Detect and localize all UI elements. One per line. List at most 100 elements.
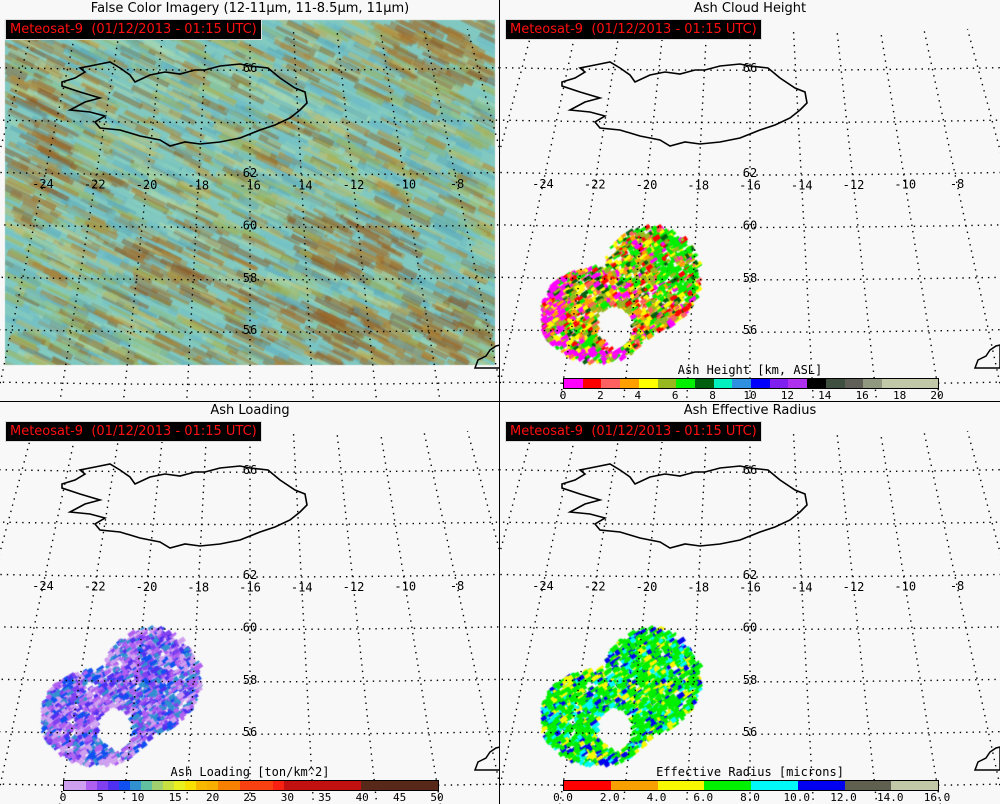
colorbar-segment (405, 781, 416, 790)
colorbar-segment (427, 781, 438, 790)
colorbar-segment (751, 379, 770, 388)
latitude-label: 66 (743, 463, 757, 477)
longitude-label: -14 (291, 580, 313, 594)
colorbar-tick-label: 6 (671, 389, 679, 402)
colorbar-label: Ash Height [km, ASL] (677, 363, 823, 377)
colorbar-segment (163, 781, 174, 790)
longitude-line (122, 30, 164, 402)
longitude-line (500, 29, 577, 388)
colorbar-tick-label: 12.0 (830, 791, 857, 804)
colorbar-segment (130, 781, 141, 790)
colorbar-tick-label: 8 (709, 389, 716, 402)
iceland-coastline (561, 463, 808, 549)
longitude-line (336, 432, 378, 804)
colorbar-segment (394, 781, 405, 790)
graticule-lines (0, 28, 500, 402)
colorbar-segment (620, 379, 639, 388)
colorbar-tick-label: 5 (97, 791, 104, 804)
colorbar-segment (174, 781, 185, 790)
panel-ash-radius: Ash Effective Radius Meteosat-9 (01/12/2… (500, 402, 1000, 804)
colorbar-segment (564, 781, 611, 790)
latitude-line (500, 171, 1000, 176)
colorbar-tick-label: 8.0 (740, 791, 760, 804)
colorbar-segment (751, 781, 798, 790)
colorbar-tick-label: 30 (280, 791, 295, 804)
colorbar-segment (891, 781, 938, 790)
longitude-line (685, 432, 708, 804)
colorbar-segment (97, 781, 108, 790)
longitude-label: -22 (584, 178, 606, 192)
longitude-label: -20 (636, 178, 658, 192)
longitude-label: -18 (687, 178, 709, 192)
longitude-label: -18 (687, 580, 709, 594)
panel-ash-loading: Ash Loading Meteosat-9 (01/12/2013 - 01:… (0, 402, 500, 804)
longitude-label: -22 (84, 178, 106, 192)
colorbar-segment (64, 781, 75, 790)
colorbar-segment (339, 781, 350, 790)
panel-title: Ash Cloud Height (693, 1, 807, 16)
latitude-line (500, 678, 1000, 683)
colorbar-label: Effective Radius [microns] (656, 765, 844, 779)
longitude-line (59, 30, 121, 402)
colorbar-tick-label: 4 (634, 389, 642, 402)
colorbar-segment (881, 379, 901, 388)
longitude-line (792, 30, 815, 402)
longitude-line (379, 30, 441, 402)
map-graticule: 66 62 60 58 56 -24 -22 -20 -18 -16 -14 -12 -10 -8 (0, 28, 500, 402)
latitude-line (500, 276, 1000, 281)
colorbar-tick-label: 16.0 (923, 791, 951, 804)
colorbar-segment (317, 781, 328, 790)
longitude-label: -22 (84, 580, 106, 594)
graticule-lines (500, 28, 1000, 402)
latitude-label: 56 (243, 725, 257, 739)
longitude-label: -12 (843, 580, 865, 594)
longitude-line (379, 432, 441, 804)
panel-ash-height: Ash Cloud Height Meteosat-9 (01/12/2013 … (500, 0, 1000, 402)
latitude-line (0, 171, 500, 176)
colorbar-segment (152, 781, 163, 790)
latitude-label: 60 (743, 218, 757, 232)
colorbar-tick-label: 20 (930, 389, 944, 402)
colorbar-segment (306, 781, 317, 790)
colorbar-segment (676, 379, 695, 388)
colorbar-tick-label: 14 (818, 389, 832, 402)
latitude-label: 58 (743, 271, 757, 285)
colorbar-tick-label: 25 (243, 791, 257, 804)
longitude-label: -12 (343, 178, 365, 192)
longitude-label: -8 (950, 579, 964, 593)
longitude-line (836, 432, 878, 804)
scotland-coastline (473, 344, 500, 369)
colorbar-tick-label: 50 (430, 791, 444, 804)
longitude-line (559, 30, 621, 402)
satellite-time-badge: Meteosat-9 (01/12/2013 - 01:15 UTC) (505, 19, 762, 40)
scotland-coastline (973, 746, 1000, 771)
colorbar-tick-label: 0 (59, 791, 67, 804)
satellite-time-badge: Meteosat-9 (01/12/2013 - 01:15 UTC) (5, 19, 262, 40)
longitude-label: -20 (136, 178, 158, 192)
longitude-line (122, 432, 164, 804)
longitude-label: -24 (32, 177, 54, 191)
colorbar (563, 378, 939, 389)
colorbar-segment (582, 379, 602, 388)
longitude-label: -12 (843, 178, 865, 192)
colorbar-segment (251, 781, 262, 790)
longitude-line (792, 432, 815, 804)
colorbar-tick-label: 10 (743, 389, 757, 402)
longitude-label: -10 (894, 580, 916, 594)
colorbar-tick-label: 10 (131, 791, 145, 804)
longitude-label: -24 (532, 579, 554, 593)
colorbar-segment (919, 379, 939, 388)
colorbar-tick-label: 6.0 (693, 791, 714, 804)
colorbar-segment (416, 781, 427, 790)
colorbar-segment (601, 379, 621, 388)
colorbar-segment (844, 379, 864, 388)
panel-title: Ash Effective Radius (683, 403, 817, 418)
colorbar-segment (295, 781, 306, 790)
longitude-label: -18 (187, 580, 209, 594)
longitude-line (923, 29, 1000, 388)
longitude-line (500, 28, 534, 153)
colorbar-segment (328, 781, 339, 790)
longitude-line (879, 432, 941, 804)
latitude-label: 62 (743, 166, 757, 180)
colorbar-tick-label: 14.0 (877, 791, 904, 804)
